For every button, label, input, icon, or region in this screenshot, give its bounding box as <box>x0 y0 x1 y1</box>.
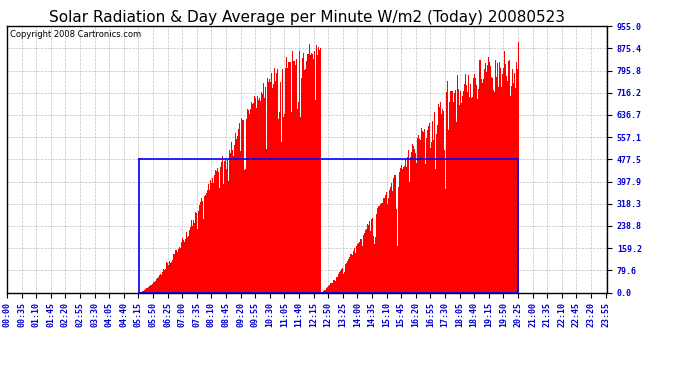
Text: Copyright 2008 Cartronics.com: Copyright 2008 Cartronics.com <box>10 30 141 39</box>
Title: Solar Radiation & Day Average per Minute W/m2 (Today) 20080523: Solar Radiation & Day Average per Minute… <box>49 10 565 25</box>
